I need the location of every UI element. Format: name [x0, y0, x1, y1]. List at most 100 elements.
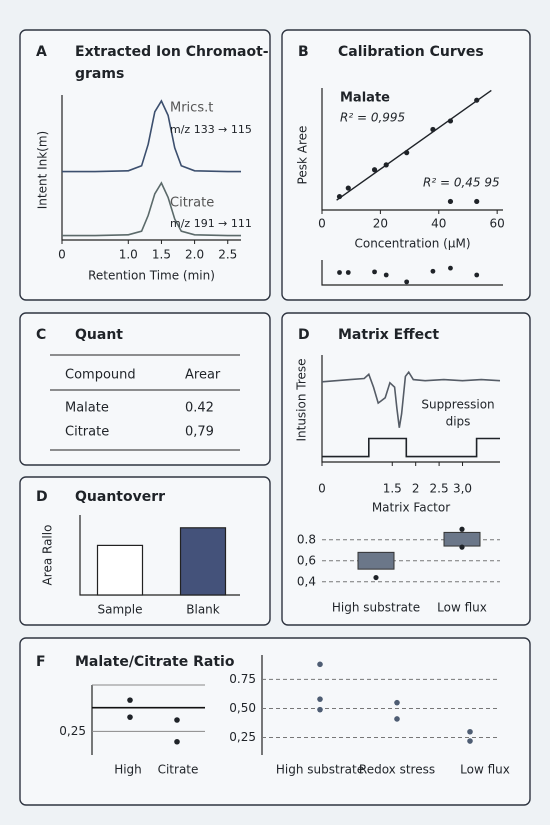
point [394, 716, 400, 722]
point [345, 185, 351, 191]
series-name: Mrics.t [170, 101, 213, 116]
residual-point [404, 279, 410, 285]
point [317, 706, 323, 713]
point [336, 193, 343, 200]
point [467, 728, 473, 735]
residual-point [345, 270, 351, 275]
residual-point [474, 272, 480, 278]
trace [321, 370, 501, 428]
y-axis-label: Intent Ink(m) [36, 131, 50, 210]
y-tick-label: 0.75 [229, 672, 256, 686]
x-axis-label: Concentration (µM) [354, 237, 470, 251]
annotation: Suppression [421, 398, 494, 412]
x-tick-label: 60 [490, 217, 505, 231]
point [174, 738, 180, 745]
panel-c [19, 312, 271, 466]
panel-title: Extracted Ion Chromaot- [75, 44, 269, 60]
x-tick-label: 2 [412, 482, 420, 496]
panel-title: grams [75, 66, 124, 82]
y-tick-label: 0,4 [297, 574, 316, 588]
x-tick-label: Low flux [437, 601, 487, 615]
column-header: Compound [65, 368, 136, 383]
point [467, 738, 473, 744]
y-tick-label: 0,25 [229, 730, 256, 744]
x-tick-label: 20 [373, 217, 388, 231]
y-axis-label: Area Rallo [41, 525, 55, 586]
x-tick-label: Sample [98, 603, 143, 617]
column-header: Arear [185, 368, 221, 383]
x-tick-label: 40 [431, 217, 446, 231]
annotation: Malate [340, 91, 390, 106]
point [383, 162, 389, 168]
panel-title: Calibration Curves [338, 44, 484, 60]
y-tick-label: 0,50 [229, 701, 256, 715]
box [443, 531, 481, 547]
point [430, 126, 436, 133]
x-tick-label: 2.0 [185, 248, 204, 262]
x-tick-label: Low flux [460, 763, 510, 777]
series-name: Citrate [170, 196, 214, 211]
x-tick-label: 0 [318, 217, 326, 231]
point [127, 714, 133, 720]
series-annotation: m/z 133 → 115 [170, 123, 252, 136]
point [317, 661, 323, 668]
point [127, 697, 133, 703]
x-tick-label: High [114, 763, 142, 777]
panel-label: F [36, 654, 46, 670]
panel-label: D [298, 327, 310, 343]
table-cell: Malate [65, 401, 109, 416]
panel-title: Matrix Effect [338, 327, 439, 343]
trace [62, 99, 241, 173]
panel-label: D [36, 489, 48, 505]
panel-label: B [298, 44, 309, 60]
point [447, 118, 454, 124]
bar [179, 527, 227, 596]
residual-axis [321, 260, 503, 286]
point [317, 696, 323, 702]
x-tick-label: High substrate [332, 601, 420, 615]
y-tick-label: 0,6 [297, 553, 316, 567]
panel-label: A [36, 44, 47, 60]
point [404, 150, 410, 156]
y-tick-label: 0,25 [59, 724, 86, 738]
point [174, 717, 180, 723]
annotation: R² = 0,45 95 [423, 176, 500, 190]
x-tick-label: 2.5 [218, 248, 237, 262]
x-tick-label: 1.5 [383, 482, 402, 496]
annotation: dips [446, 415, 471, 429]
residual-point [430, 268, 436, 274]
x-tick-label: High substrate [276, 763, 364, 777]
x-tick-label: Citrate [158, 763, 199, 777]
x-tick-label: Blank [186, 603, 220, 617]
table-cell: 0.42 [185, 401, 214, 416]
x-tick-label: 3,0 [453, 482, 472, 496]
table-cell: Citrate [65, 425, 109, 440]
table-cell: 0,79 [185, 425, 214, 440]
y-axis-label: Pesk Aree [296, 126, 310, 185]
x-tick-label: 0 [318, 482, 326, 496]
x-tick-label: 1.0 [119, 248, 138, 262]
point [474, 97, 480, 103]
point [373, 574, 379, 581]
point [394, 699, 400, 706]
y-tick-label: 0.8 [297, 532, 316, 546]
point [459, 544, 465, 550]
trace [62, 181, 241, 237]
panel-title: Quantoverr [75, 489, 165, 505]
residual-point [383, 272, 389, 278]
panel-title: Quant [75, 327, 123, 343]
point [474, 198, 480, 205]
panel-label: C [36, 327, 46, 343]
point [459, 526, 465, 532]
panel-b [281, 29, 531, 301]
x-tick-label: 1.5 [152, 248, 171, 262]
x-tick-label: 0 [58, 248, 66, 262]
box [357, 551, 395, 570]
x-axis-label: Retention Time (min) [88, 269, 215, 283]
series-annotation: m/z 191 → 111 [170, 217, 252, 230]
y-axis-label: Intusion Trese [295, 358, 309, 441]
x-tick-label: 2.5 [430, 482, 449, 496]
residual-point [372, 269, 377, 275]
panel-d-right [281, 312, 531, 626]
